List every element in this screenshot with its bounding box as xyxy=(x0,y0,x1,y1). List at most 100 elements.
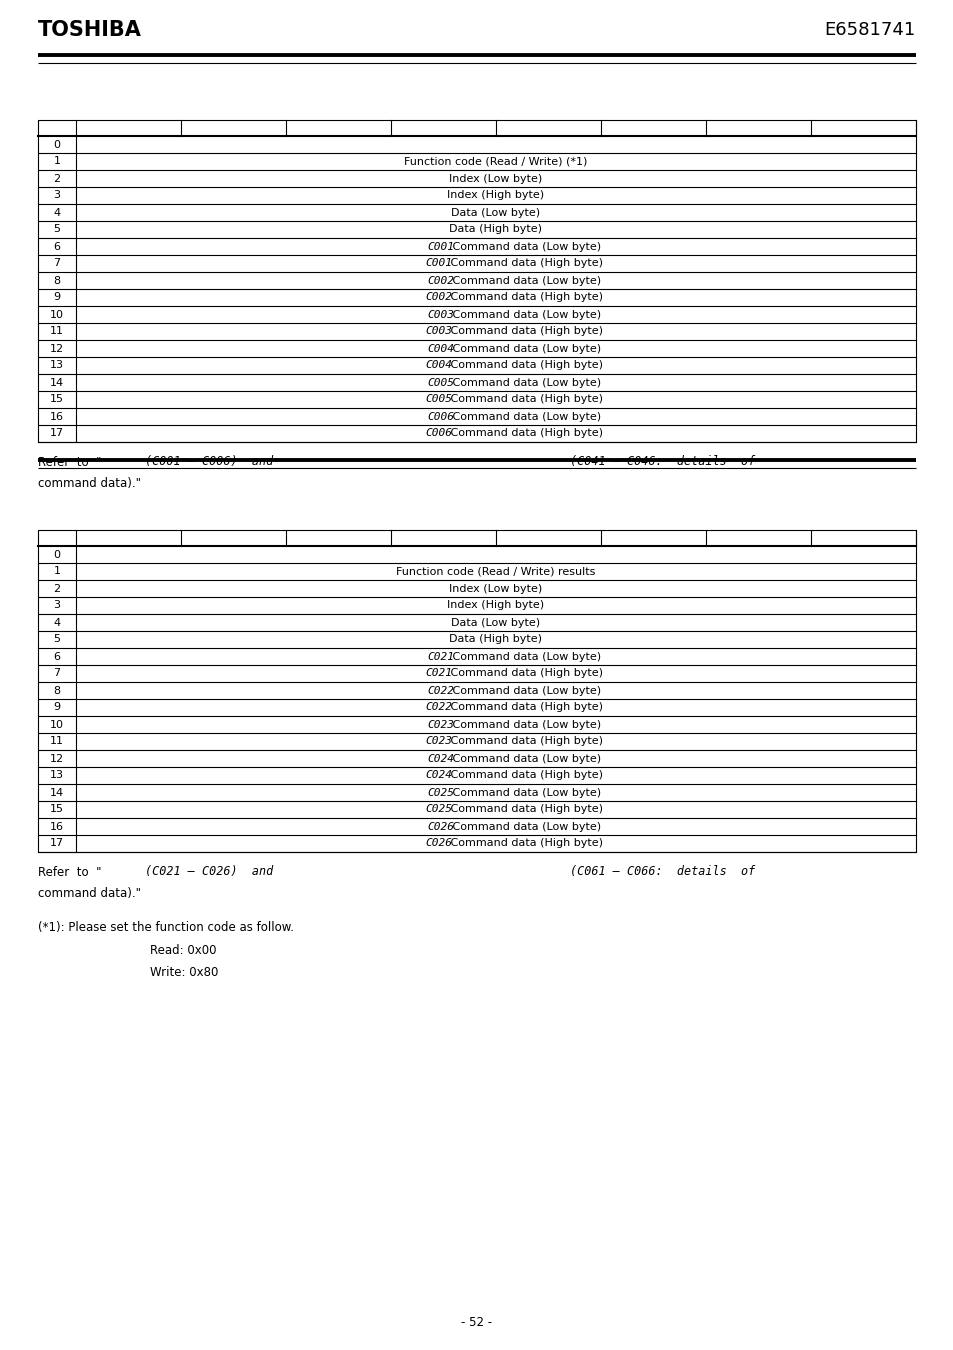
Text: Command data (Low byte): Command data (Low byte) xyxy=(449,652,601,662)
Text: Command data (Low byte): Command data (Low byte) xyxy=(449,412,601,421)
Bar xyxy=(38,531,915,852)
Text: Command data (High byte): Command data (High byte) xyxy=(447,838,602,849)
Text: Index (High byte): Index (High byte) xyxy=(447,190,544,201)
Text: Command data (High byte): Command data (High byte) xyxy=(447,737,602,747)
Text: Command data (Low byte): Command data (Low byte) xyxy=(449,343,601,354)
Text: (*1): Please set the function code as follow.: (*1): Please set the function code as fo… xyxy=(38,921,294,933)
Text: C001: C001 xyxy=(427,242,454,251)
Text: Index (Low byte): Index (Low byte) xyxy=(449,583,542,594)
Text: C006: C006 xyxy=(427,412,454,421)
Text: Command data (High byte): Command data (High byte) xyxy=(447,394,602,405)
Text: C021: C021 xyxy=(427,652,454,662)
Text: 2: 2 xyxy=(53,583,60,594)
Text: Command data (High byte): Command data (High byte) xyxy=(447,428,602,439)
Text: Function code (Read / Write) results: Function code (Read / Write) results xyxy=(395,567,595,576)
Text: 6: 6 xyxy=(53,242,60,251)
Text: C025: C025 xyxy=(427,787,454,798)
Text: 6: 6 xyxy=(53,652,60,662)
Text: Command data (High byte): Command data (High byte) xyxy=(447,293,602,302)
Text: C004: C004 xyxy=(424,360,452,370)
Text: C026: C026 xyxy=(424,838,452,849)
Text: 12: 12 xyxy=(50,753,64,764)
Text: C001: C001 xyxy=(424,258,452,269)
Text: C025: C025 xyxy=(424,805,452,814)
Text: command data).": command data)." xyxy=(38,478,141,490)
Text: 15: 15 xyxy=(50,805,64,814)
Text: Data (Low byte): Data (Low byte) xyxy=(451,617,540,628)
Text: 11: 11 xyxy=(50,737,64,747)
Text: C003: C003 xyxy=(427,309,454,320)
Text: Command data (High byte): Command data (High byte) xyxy=(447,771,602,780)
Text: Refer  to  ": Refer to " xyxy=(38,865,101,879)
Text: Command data (Low byte): Command data (Low byte) xyxy=(449,309,601,320)
Text: C023: C023 xyxy=(427,720,454,729)
Text: 17: 17 xyxy=(50,838,64,849)
Text: 2: 2 xyxy=(53,174,60,184)
Text: 7: 7 xyxy=(53,258,60,269)
Text: Index (Low byte): Index (Low byte) xyxy=(449,174,542,184)
Text: Command data (High byte): Command data (High byte) xyxy=(447,327,602,336)
Text: 1: 1 xyxy=(53,567,60,576)
Text: C022: C022 xyxy=(424,702,452,713)
Text: 10: 10 xyxy=(50,720,64,729)
Text: Command data (High byte): Command data (High byte) xyxy=(447,258,602,269)
Text: Command data (High byte): Command data (High byte) xyxy=(447,360,602,370)
Text: 9: 9 xyxy=(53,702,60,713)
Text: 13: 13 xyxy=(50,771,64,780)
Text: 0: 0 xyxy=(53,549,60,559)
Text: C003: C003 xyxy=(424,327,452,336)
Text: 11: 11 xyxy=(50,327,64,336)
Text: C026: C026 xyxy=(427,822,454,832)
Text: Command data (Low byte): Command data (Low byte) xyxy=(449,753,601,764)
Text: Command data (High byte): Command data (High byte) xyxy=(447,805,602,814)
Text: Command data (Low byte): Command data (Low byte) xyxy=(449,378,601,387)
Text: 15: 15 xyxy=(50,394,64,405)
Text: 4: 4 xyxy=(53,617,60,628)
Text: (C001 – C006)  and: (C001 – C006) and xyxy=(145,455,273,468)
Text: C022: C022 xyxy=(427,686,454,695)
Text: 5: 5 xyxy=(53,634,60,644)
Text: 3: 3 xyxy=(53,190,60,201)
Text: 4: 4 xyxy=(53,208,60,217)
Text: command data).": command data)." xyxy=(38,887,141,900)
Text: Command data (Low byte): Command data (Low byte) xyxy=(449,686,601,695)
Text: 14: 14 xyxy=(50,787,64,798)
Text: E6581741: E6581741 xyxy=(824,22,915,39)
Text: Command data (High byte): Command data (High byte) xyxy=(447,702,602,713)
Text: Write: 0x80: Write: 0x80 xyxy=(150,967,218,980)
Text: C024: C024 xyxy=(427,753,454,764)
Text: C005: C005 xyxy=(424,394,452,405)
Text: 10: 10 xyxy=(50,309,64,320)
Text: Data (Low byte): Data (Low byte) xyxy=(451,208,540,217)
Text: C023: C023 xyxy=(424,737,452,747)
Text: Data (High byte): Data (High byte) xyxy=(449,224,542,235)
Text: 7: 7 xyxy=(53,668,60,679)
Text: 17: 17 xyxy=(50,428,64,439)
Text: 8: 8 xyxy=(53,275,60,285)
Text: Read: 0x00: Read: 0x00 xyxy=(150,945,216,957)
Text: TOSHIBA: TOSHIBA xyxy=(38,20,142,40)
Text: C004: C004 xyxy=(427,343,454,354)
Text: C024: C024 xyxy=(424,771,452,780)
Text: Command data (Low byte): Command data (Low byte) xyxy=(449,275,601,285)
Text: Command data (High byte): Command data (High byte) xyxy=(447,668,602,679)
Text: 0: 0 xyxy=(53,139,60,150)
Text: Data (High byte): Data (High byte) xyxy=(449,634,542,644)
Text: 8: 8 xyxy=(53,686,60,695)
Text: C002: C002 xyxy=(427,275,454,285)
Text: C021: C021 xyxy=(424,668,452,679)
Text: Function code (Read / Write) (*1): Function code (Read / Write) (*1) xyxy=(404,157,587,166)
Text: 1: 1 xyxy=(53,157,60,166)
Text: (C061 – C066:  details  of: (C061 – C066: details of xyxy=(569,865,755,879)
Text: 16: 16 xyxy=(50,822,64,832)
Bar xyxy=(38,120,915,441)
Text: Command data (Low byte): Command data (Low byte) xyxy=(449,242,601,251)
Text: 5: 5 xyxy=(53,224,60,235)
Text: Command data (Low byte): Command data (Low byte) xyxy=(449,720,601,729)
Text: Command data (Low byte): Command data (Low byte) xyxy=(449,787,601,798)
Text: C006: C006 xyxy=(424,428,452,439)
Text: C005: C005 xyxy=(427,378,454,387)
Text: 9: 9 xyxy=(53,293,60,302)
Text: Index (High byte): Index (High byte) xyxy=(447,601,544,610)
Text: - 52 -: - 52 - xyxy=(461,1315,492,1328)
